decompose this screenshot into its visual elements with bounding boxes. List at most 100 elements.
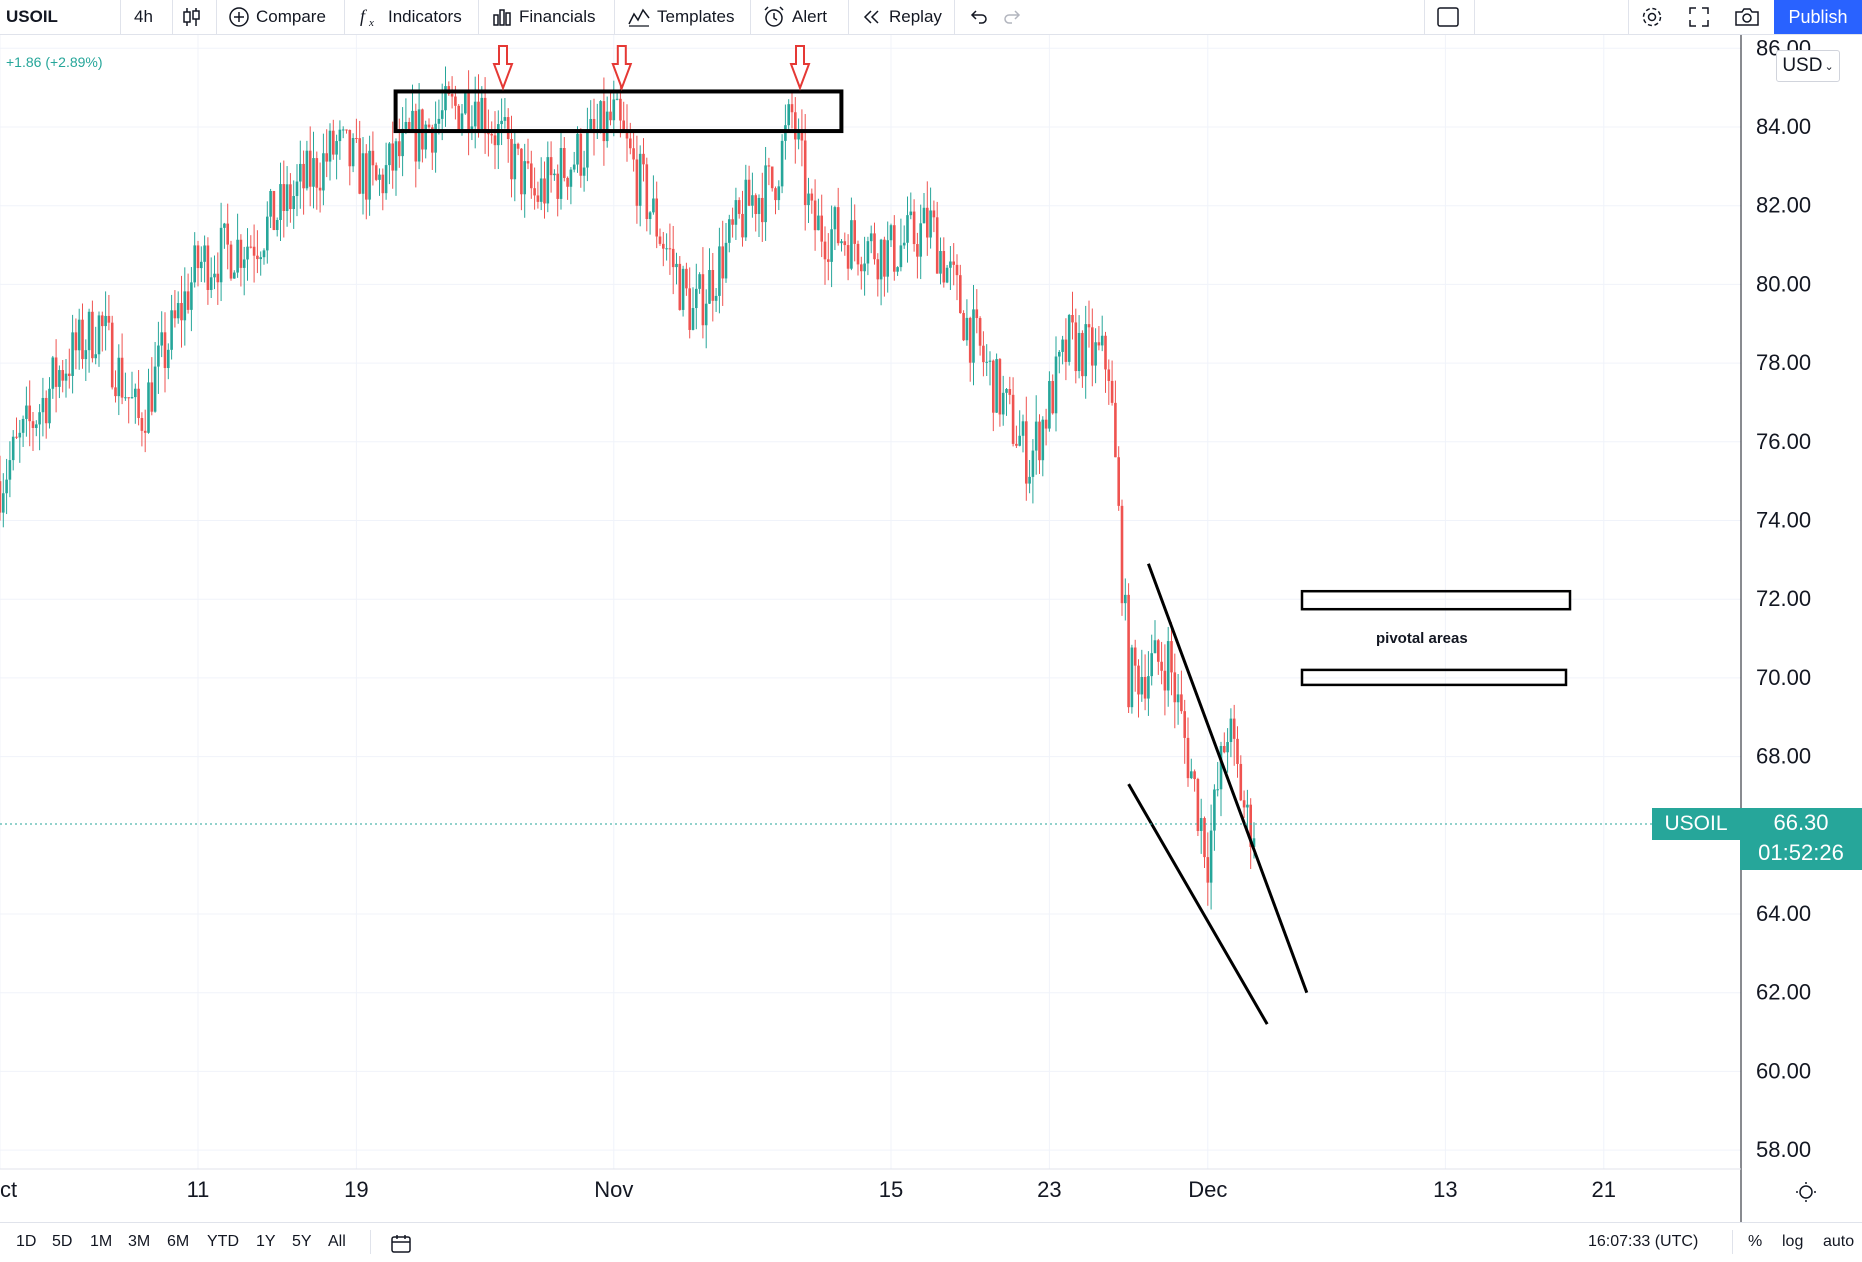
range-3m[interactable]: 3M [128, 1233, 151, 1250]
candle-body [678, 263, 682, 310]
auto-toggle[interactable]: auto [1823, 1233, 1855, 1250]
candle-body [292, 196, 295, 210]
replay-button[interactable]: Replay [861, 0, 942, 34]
log-toggle[interactable]: log [1782, 1233, 1804, 1250]
candle-body [332, 130, 335, 155]
undo-icon [970, 10, 987, 24]
price-tick-label: 76.00 [1756, 429, 1811, 454]
layout-button[interactable] [1436, 0, 1466, 34]
candle-body [526, 161, 530, 164]
candle-body [44, 397, 48, 424]
down-arrow-marker [492, 45, 514, 91]
candle-body [500, 120, 503, 125]
last-price-label: 66.30 01:52:26 [1740, 808, 1862, 870]
candle-body [493, 135, 497, 146]
compare-button[interactable]: Compare [228, 0, 326, 34]
currency-label: USD [1782, 55, 1823, 76]
candle-body [1133, 647, 1137, 666]
candle-body [295, 181, 299, 197]
candle-body [794, 112, 797, 140]
candle-body [992, 360, 995, 413]
financials-button[interactable]: Financials [491, 0, 596, 34]
price-chart[interactable]: 86.0084.0082.0080.0078.0076.0074.0072.00… [0, 0, 1862, 1222]
down-arrow-marker [611, 45, 633, 91]
symbol-search-button[interactable]: USOIL [6, 0, 58, 34]
candle-body [1186, 737, 1190, 779]
candle-body [130, 397, 134, 399]
candle-body [886, 240, 889, 277]
candle-body [223, 223, 226, 228]
templates-button[interactable]: Templates [627, 0, 734, 34]
settings-button[interactable] [1640, 0, 1670, 34]
candle-body [203, 245, 206, 262]
candle-body [480, 97, 484, 132]
candle-body [1048, 381, 1051, 429]
candle-body [754, 195, 757, 215]
candle-body [906, 215, 909, 243]
range-5y[interactable]: 5Y [292, 1233, 312, 1250]
snapshot-button[interactable] [1734, 0, 1766, 34]
candle-body [1025, 421, 1028, 484]
candle-body [104, 315, 107, 327]
candle-body [440, 110, 444, 119]
candle-body [8, 460, 12, 480]
candle-body [11, 436, 15, 461]
range-6m[interactable]: 6M [167, 1233, 190, 1250]
candle-body [153, 366, 157, 412]
range-ytd[interactable]: YTD [207, 1233, 239, 1250]
candle-body [54, 357, 58, 387]
range-1d[interactable]: 1D [16, 1233, 37, 1250]
candle-body [328, 130, 332, 162]
candle-body [1110, 380, 1114, 403]
rectangle-icon [1437, 7, 1459, 27]
candle-body [1216, 789, 1219, 791]
candle-body [1150, 653, 1153, 677]
candle-body [985, 361, 988, 363]
alert-button[interactable]: Alert [762, 0, 827, 34]
candle-body [675, 263, 678, 268]
candle-body [378, 174, 381, 180]
candle-body [335, 141, 338, 155]
candle-body [935, 217, 939, 274]
candle-body [1084, 324, 1087, 377]
candle-body [1153, 640, 1157, 654]
candle-body [625, 131, 629, 139]
currency-select[interactable]: USD ⌄ [1776, 50, 1840, 82]
percent-toggle[interactable]: % [1748, 1233, 1763, 1250]
chart-type-button[interactable] [181, 0, 209, 34]
candle-body [797, 129, 800, 140]
redo-button[interactable] [1002, 0, 1030, 34]
candle-body [371, 150, 375, 166]
range-1y[interactable]: 1Y [256, 1233, 276, 1250]
candle-body [807, 193, 810, 206]
candle-body [856, 243, 860, 265]
candle-body [939, 251, 942, 274]
fullscreen-button[interactable] [1688, 0, 1716, 34]
time-tick-label: Nov [594, 1177, 633, 1202]
candle-body [1034, 421, 1038, 451]
undo-button[interactable] [967, 0, 995, 34]
candle-body [711, 270, 715, 301]
candle-body [592, 118, 596, 132]
candle-body [266, 216, 269, 251]
candle-body [1094, 342, 1097, 366]
candle-body [761, 197, 764, 223]
publish-button[interactable]: Publish [1774, 0, 1862, 34]
candle-body [1120, 505, 1124, 604]
candle-body [64, 373, 68, 381]
settings-sun-icon[interactable] [1796, 1182, 1816, 1202]
range-5d[interactable]: 5D [52, 1233, 73, 1250]
range-1m[interactable]: 1M [90, 1233, 113, 1250]
candle-body [668, 248, 672, 250]
time-tick-label: 23 [1037, 1177, 1061, 1202]
price-tick-label: 74.00 [1756, 508, 1811, 533]
range-all[interactable]: All [328, 1233, 346, 1250]
candle-body [1104, 335, 1107, 370]
candle-body [454, 96, 457, 106]
candle-body [444, 86, 447, 111]
candle-body [213, 273, 216, 278]
interval-button[interactable]: 4h [134, 0, 153, 34]
candle-body [315, 158, 319, 188]
calendar-icon[interactable] [390, 1233, 412, 1255]
